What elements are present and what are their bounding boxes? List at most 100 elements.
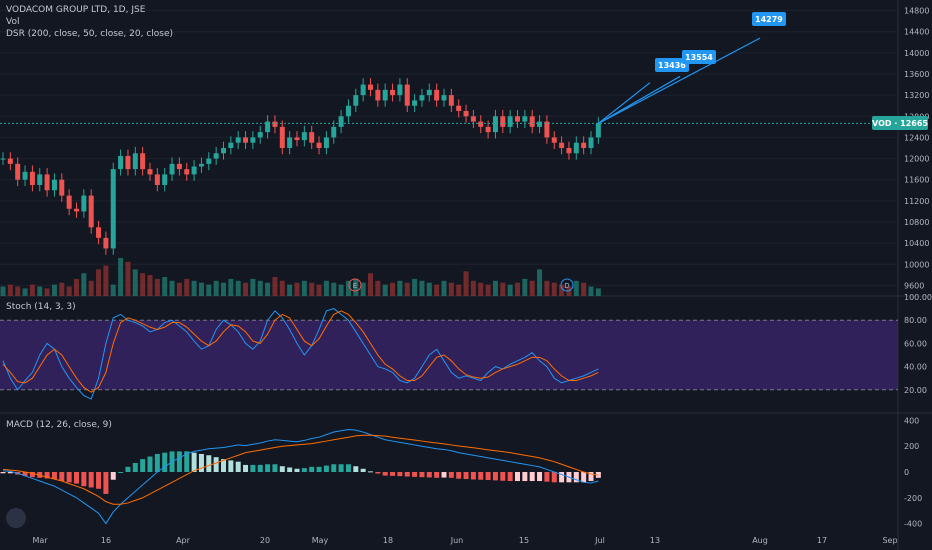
candle-body [74,208,79,212]
volume-bar [353,278,359,296]
candle-body [345,105,351,117]
candle-body [279,126,285,148]
stoch-tick-label: 80.00 [904,316,927,325]
volume-bar [59,282,65,296]
macd-histogram-bar [551,472,557,483]
event-marker-icon [560,278,574,292]
price-tick-label: 12000 [904,155,929,164]
candle-body [419,95,425,101]
candle-body [162,174,168,185]
candle-body [257,132,263,138]
macd-line-signal [2,434,599,505]
symbol-title: VODACOM GROUP LTD, 1D, JSE [6,5,146,15]
volume-bar [515,282,520,296]
macd-histogram-bar [228,460,234,472]
time-tick-label: Jun [450,536,464,545]
macd-histogram-bar [360,468,366,472]
volume-bar [88,280,94,296]
macd-histogram-bar [191,452,197,472]
macd-histogram-bar [235,461,241,472]
price-tick-label: 12400 [904,133,929,142]
volume-bar [507,284,513,296]
volume-bar [0,286,6,296]
candle-body [382,89,388,101]
candle-body [390,89,396,96]
volume-bar [529,280,535,296]
macd-tick-label: 400 [904,416,919,425]
tradingview-logo-icon[interactable] [6,508,26,528]
stoch-tick-label: 60.00 [904,339,927,348]
macd-histogram-bar [184,451,190,472]
candle-body [37,174,43,185]
volume-bar [221,282,226,296]
macd-histogram-bar [265,464,271,472]
volume-bar [419,280,425,296]
macd-histogram-bar [287,467,293,472]
candle-body [426,89,432,96]
volume-bar [235,280,241,296]
macd-histogram-bar [390,472,396,476]
volume-bar [581,282,587,296]
macd-histogram-bar [397,472,403,477]
macd-histogram-bar [301,468,307,472]
volume-bar [316,284,322,296]
candle-body [595,123,601,138]
macd-histogram-bar [118,472,124,473]
time-tick-label: May [312,536,329,545]
dsr-label: DSR (200, close, 50, close, 20, close) [6,29,174,39]
volume-bar [492,280,498,296]
candle-body [551,137,557,143]
macd-histogram-bar [272,464,278,472]
volume-bar [154,278,160,296]
stoch-line-D [2,310,599,393]
candle-body [581,142,587,148]
candle-body [110,169,116,249]
volume-bar [595,288,601,296]
candle-body [573,142,579,154]
price-tick-label: 10800 [904,218,929,227]
macd-histogram-bar [103,472,109,494]
macd-tick-label: -400 [904,520,922,529]
candle-body [566,148,572,154]
candle-body [7,158,13,164]
macd-tick-label: -200 [904,494,922,503]
volume-bar [573,280,579,296]
candle-body [0,158,6,160]
last-price-tag: VOD · 12665 [872,116,928,130]
macd-histogram-bar [448,472,454,478]
volume-bar [110,284,116,296]
macd-histogram-bar [382,472,388,476]
candle-body [29,171,35,185]
volume-bar [544,280,550,296]
macd-histogram-bar [338,464,344,472]
volume-bar [441,280,447,296]
candle-body [184,169,190,175]
time-tick-label: 15 [519,536,529,545]
volume-bar [559,284,565,296]
volume-bar [360,282,366,296]
candle-body [309,132,315,143]
volume-bar [147,275,153,296]
volume-bar [125,261,131,296]
macd-histogram-bar [0,472,6,474]
volume-bar [448,282,454,296]
candle-body [147,169,153,175]
candle-body [448,95,454,106]
volume-bar [456,284,462,296]
volume-bar [257,280,263,296]
volume-bar [309,282,315,296]
macd-histogram-bar [88,472,94,488]
volume-bar [132,269,138,296]
volume-bar [390,282,396,296]
macd-histogram-bar [7,472,13,474]
macd-histogram-bar [331,464,337,472]
candle-body [441,95,447,101]
macd-histogram-bar [485,472,491,480]
macd-histogram-bar [250,464,256,472]
candle-body [368,84,373,90]
time-tick-label: 13 [650,536,660,545]
candle-body [559,142,565,148]
macd-histogram-bar [412,472,418,477]
candle-body [118,155,124,170]
